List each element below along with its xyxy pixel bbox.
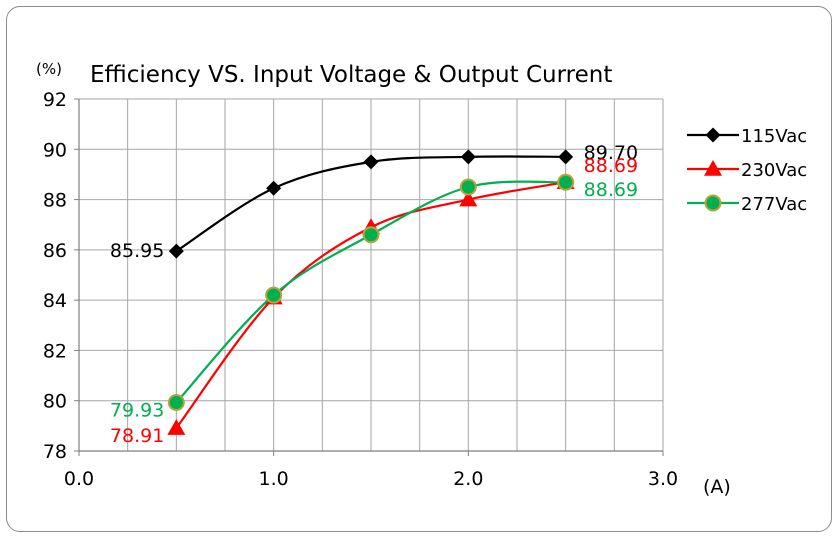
y-tick-label: 82 [43, 340, 67, 362]
x-axis-unit: (A) [703, 476, 731, 498]
y-tick-label: 86 [43, 240, 67, 262]
y-tick-label: 84 [43, 290, 67, 312]
x-tick-label: 2.0 [453, 468, 483, 490]
legend-marker-230vac [704, 160, 722, 176]
data-point-115vac [363, 154, 379, 170]
data-label: 85.95 [110, 240, 164, 262]
data-point-115vac [558, 149, 574, 165]
legend-marker-277vac [704, 194, 722, 212]
data-point-230vac [167, 419, 186, 435]
x-tick-label: 0.0 [64, 468, 94, 490]
series-line-230vac [175, 181, 566, 429]
chart-title: Efficiency VS. Input Voltage & Output Cu… [90, 62, 612, 88]
y-axis-unit: (%) [36, 60, 62, 78]
data-label: 79.93 [110, 399, 164, 421]
data-point-277vac [167, 393, 185, 411]
data-point-115vac [460, 149, 476, 165]
y-tick-label: 92 [43, 89, 67, 111]
chart-frame [6, 6, 832, 532]
series [167, 149, 575, 435]
legend-label-277vac: 277Vac [741, 194, 807, 215]
data-point-277vac [362, 226, 380, 244]
data-label: 88.69 [584, 155, 638, 177]
grid [79, 98, 664, 451]
axes: 78 80 82 84 86 88 90 92 0.0 1.0 2.0 3.0 [43, 89, 678, 490]
y-tick-label: 90 [43, 139, 67, 161]
data-label: 89.70 [584, 142, 638, 164]
legend: 115Vac 230Vac 277Vac [687, 126, 807, 215]
data-point-115vac [168, 243, 184, 259]
data-point-115vac [266, 180, 282, 196]
data-point-230vac [459, 190, 478, 207]
data-point-277vac [459, 178, 477, 196]
legend-marker-115vac [705, 127, 721, 143]
legend-label-230vac: 230Vac [741, 160, 807, 181]
y-tick-label: 78 [43, 441, 67, 463]
data-point-277vac [557, 173, 575, 191]
y-tick-label: 80 [43, 391, 67, 413]
data-label: 78.91 [110, 425, 164, 447]
x-tick-label: 1.0 [259, 468, 289, 490]
data-point-277vac [265, 286, 283, 304]
data-label: 88.69 [584, 179, 638, 201]
x-tick-label: 3.0 [648, 468, 678, 490]
legend-label-115vac: 115Vac [741, 126, 807, 147]
y-tick-label: 88 [43, 190, 67, 212]
